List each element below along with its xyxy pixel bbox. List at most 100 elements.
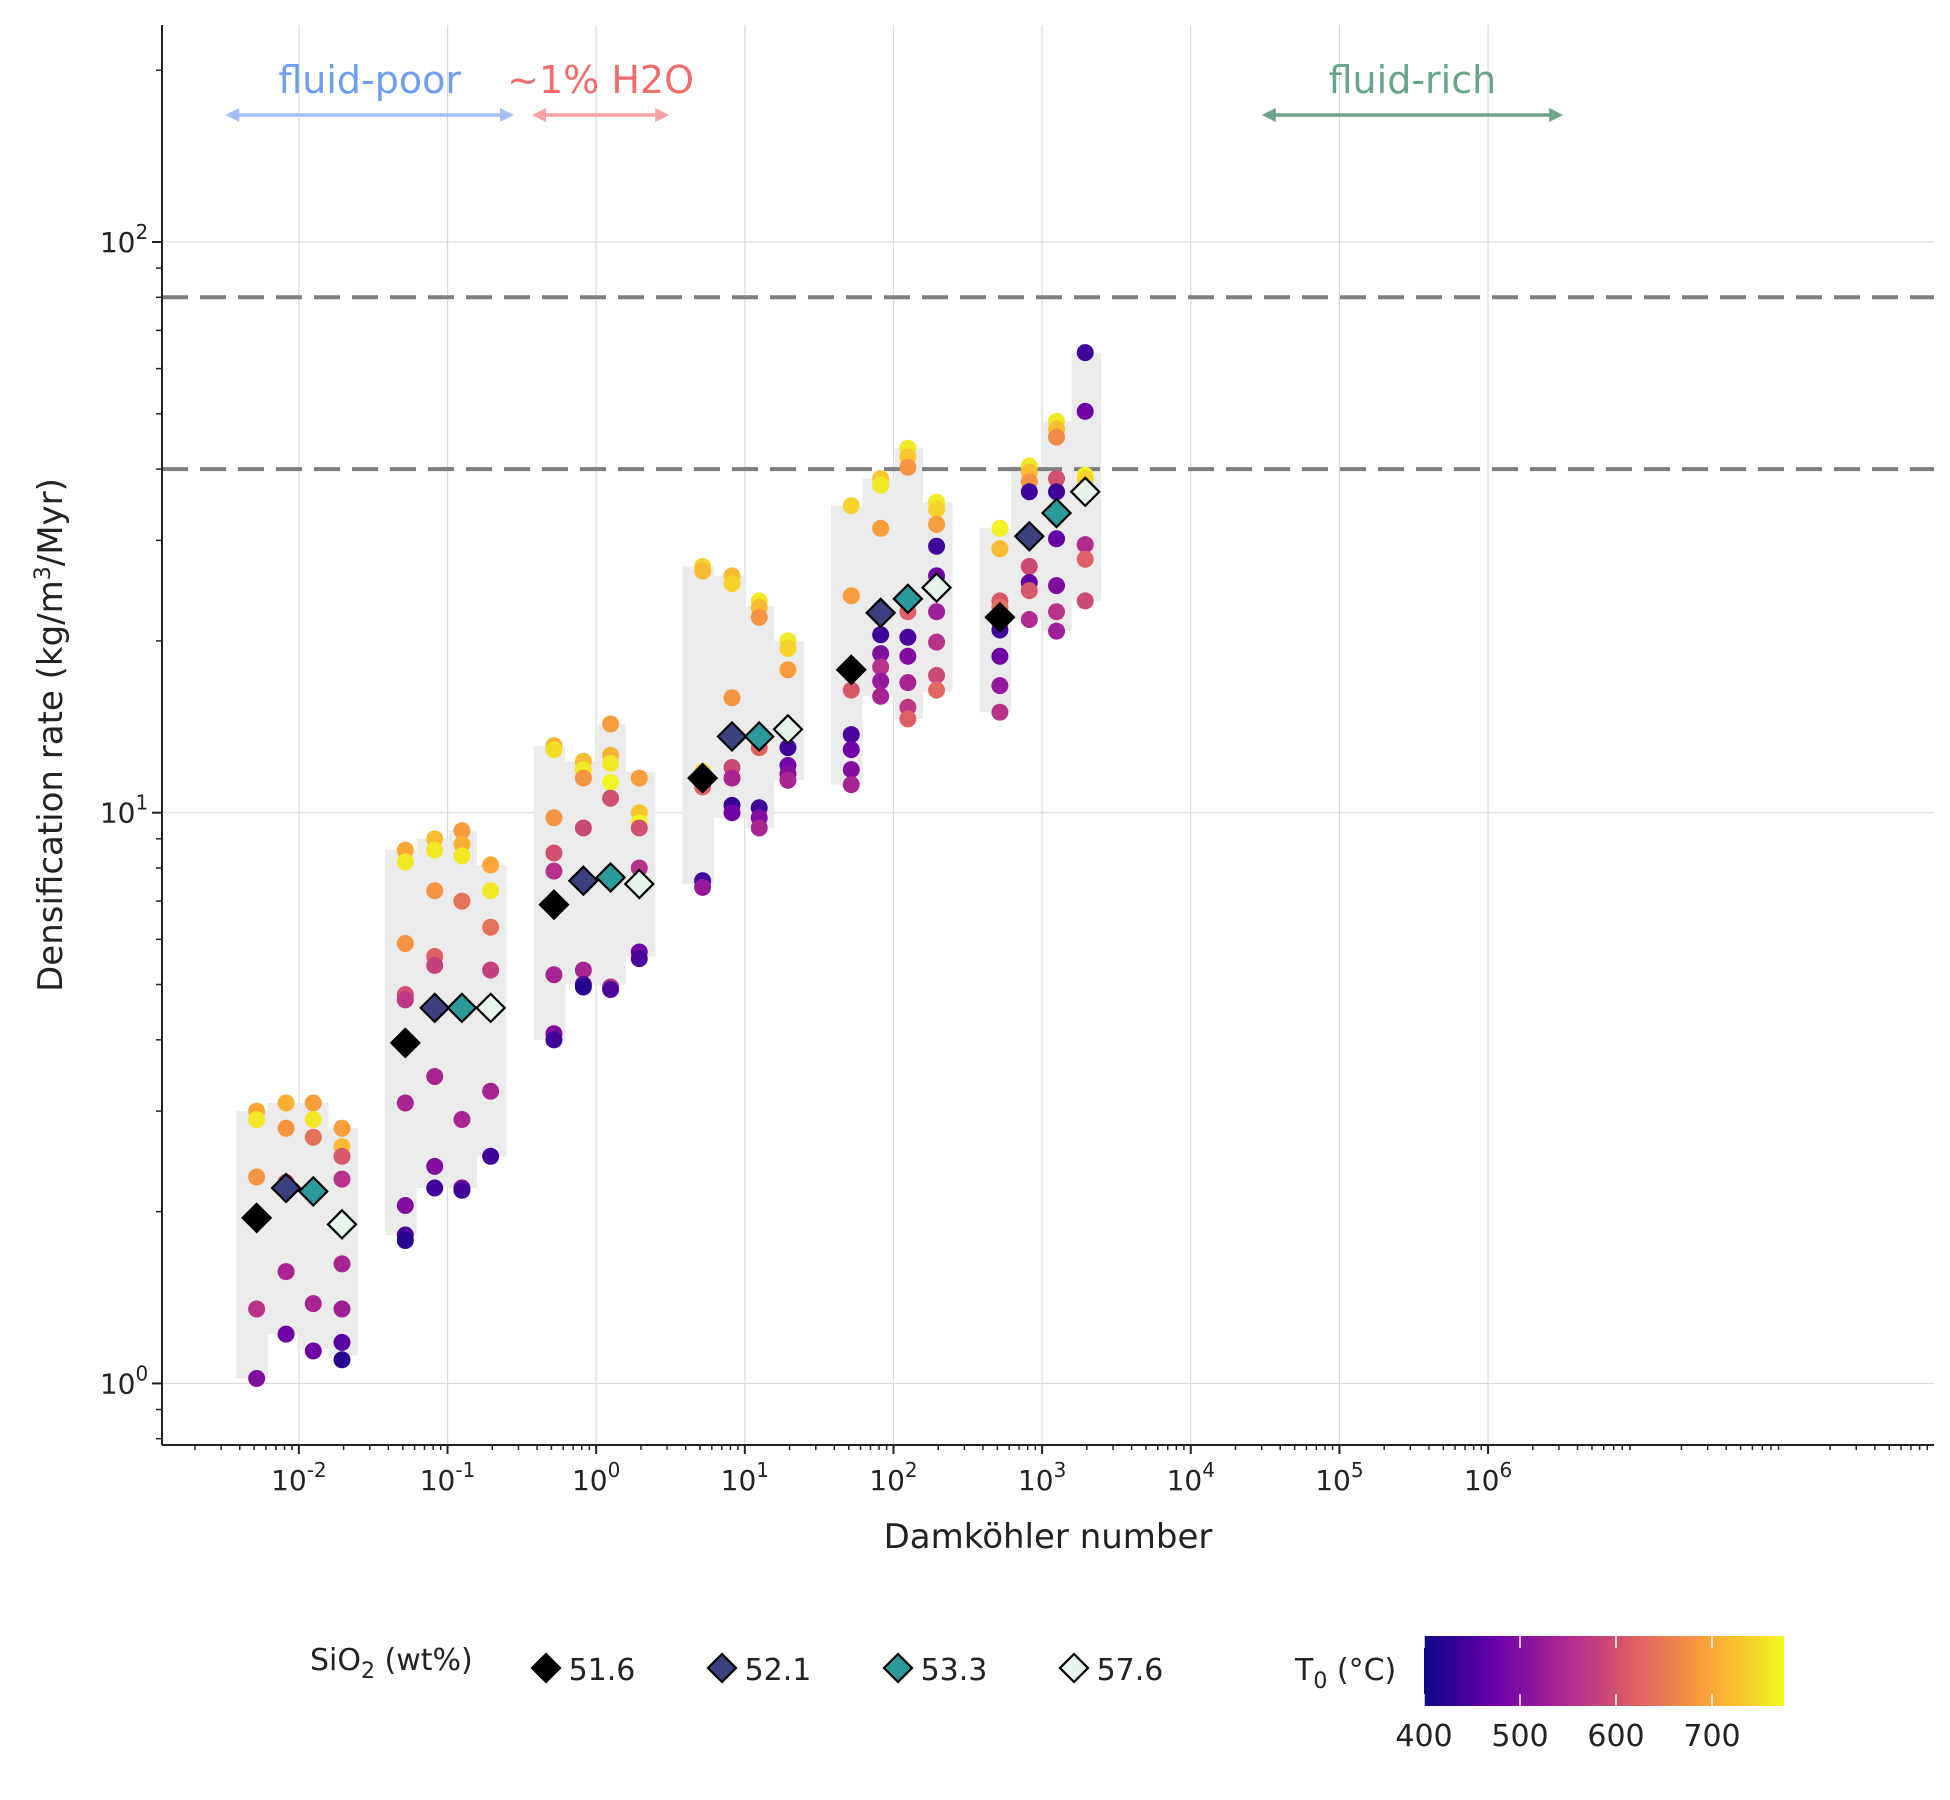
run-point <box>574 769 592 787</box>
run-point <box>1048 530 1066 548</box>
legend-t0: T0 (°C) 400 500 600 700 <box>1294 1636 1784 1754</box>
run-point <box>396 1231 414 1249</box>
y-tick-label: 100 <box>100 1361 148 1400</box>
mean-marker <box>716 720 748 753</box>
run-point <box>1020 558 1038 576</box>
run-point <box>991 703 1009 721</box>
run-point <box>872 658 890 676</box>
legend-sio2-label: 51.6 <box>569 1653 636 1688</box>
run-point <box>333 1333 351 1351</box>
run-point <box>574 961 592 979</box>
x-tick-label: 106 <box>1464 1458 1512 1497</box>
run-point <box>545 966 563 984</box>
run-point <box>333 1147 351 1165</box>
mean-marker <box>475 992 507 1024</box>
mean-marker <box>1069 476 1101 508</box>
mean-marker <box>984 601 1016 633</box>
run-point <box>928 515 946 533</box>
annotation-label: fluid-poor <box>278 58 461 102</box>
run-point <box>545 844 563 862</box>
run-point <box>928 633 946 651</box>
range-box <box>533 745 566 1040</box>
range-box <box>894 448 923 719</box>
range-box <box>746 606 775 829</box>
run-point <box>574 978 592 996</box>
colorbar-tick-label: 500 <box>1491 1719 1548 1754</box>
run-point <box>453 1181 471 1199</box>
mean-marker <box>743 720 775 753</box>
mean-marker <box>326 1208 358 1240</box>
run-point <box>602 715 620 733</box>
run-point <box>482 1147 500 1165</box>
run-point <box>574 819 592 837</box>
y-axis-title: Densification rate (kg/m3/Myr) <box>31 478 71 992</box>
run-point <box>872 519 890 537</box>
run-point <box>1020 483 1038 501</box>
run-point <box>426 1067 444 1085</box>
legend-sio2-marker <box>530 1652 562 1684</box>
x-tick-base: 10 <box>572 1464 608 1497</box>
run-point <box>991 540 1009 558</box>
run-point <box>1048 577 1066 595</box>
y-tick-label: 101 <box>100 791 148 830</box>
run-point <box>602 981 620 999</box>
annotation-label: fluid-rich <box>1329 58 1497 102</box>
run-points <box>248 344 1094 1388</box>
legend-t0-title-main: T <box>1294 1653 1314 1688</box>
x-tick-label: 105 <box>1315 1458 1363 1497</box>
x-tick-exp: 2 <box>905 1458 918 1482</box>
run-point <box>1076 592 1094 610</box>
run-point <box>304 1111 322 1129</box>
t0-colorbar-ticks: 400 500 600 700 <box>1395 1636 1741 1754</box>
run-point <box>396 1196 414 1214</box>
run-point <box>333 1255 351 1273</box>
run-point <box>304 1342 322 1360</box>
run-point <box>842 776 860 794</box>
legend-sio2-label: 53.3 <box>921 1653 988 1688</box>
legend-t0-title-rest: (°C) <box>1327 1653 1396 1688</box>
run-point <box>333 1300 351 1318</box>
run-point <box>928 537 946 555</box>
mean-marker <box>865 597 897 629</box>
run-point <box>872 672 890 690</box>
run-point <box>1048 603 1066 621</box>
run-point <box>602 789 620 807</box>
run-point <box>872 687 890 705</box>
run-point <box>842 587 860 605</box>
run-point <box>602 754 620 772</box>
run-point <box>304 1128 322 1146</box>
x-tick-base: 10 <box>721 1464 757 1497</box>
mean-markers <box>241 476 1101 1240</box>
annotation-arrowhead <box>225 108 240 122</box>
legend-sio2-marker <box>1058 1652 1090 1684</box>
mean-marker <box>623 868 655 900</box>
run-point <box>396 1094 414 1112</box>
legend-sio2: SiO2 (wt%) 51.6 52.1 53.3 57.6 <box>310 1643 1163 1688</box>
mean-marker <box>892 583 924 615</box>
run-point <box>630 950 648 968</box>
run-point <box>899 458 917 476</box>
run-point <box>1048 622 1066 640</box>
run-point <box>991 677 1009 695</box>
run-point <box>545 741 563 759</box>
x-tick-exp: -2 <box>307 1458 327 1482</box>
annotation-label: ~1% H2O <box>507 58 694 102</box>
annotations: fluid-poor ~1% H2O fluid-rich <box>225 58 1564 122</box>
reference-lines <box>162 295 1934 472</box>
run-point <box>899 647 917 665</box>
mean-marker <box>687 762 719 794</box>
x-tick-label: 104 <box>1167 1458 1215 1497</box>
run-point <box>453 822 471 840</box>
range-box <box>236 1111 269 1379</box>
run-point <box>872 476 890 494</box>
annotation-arrowhead <box>1549 108 1564 122</box>
run-point <box>277 1119 295 1137</box>
legend-sio2-title-sub: 2 <box>361 1659 375 1684</box>
y-axis-title-main: Densification rate (kg/m <box>31 580 71 992</box>
run-point <box>453 847 471 865</box>
x-tick-base: 10 <box>271 1464 307 1497</box>
mean-marker <box>446 992 478 1024</box>
run-point <box>630 769 648 787</box>
run-point <box>304 1094 322 1112</box>
